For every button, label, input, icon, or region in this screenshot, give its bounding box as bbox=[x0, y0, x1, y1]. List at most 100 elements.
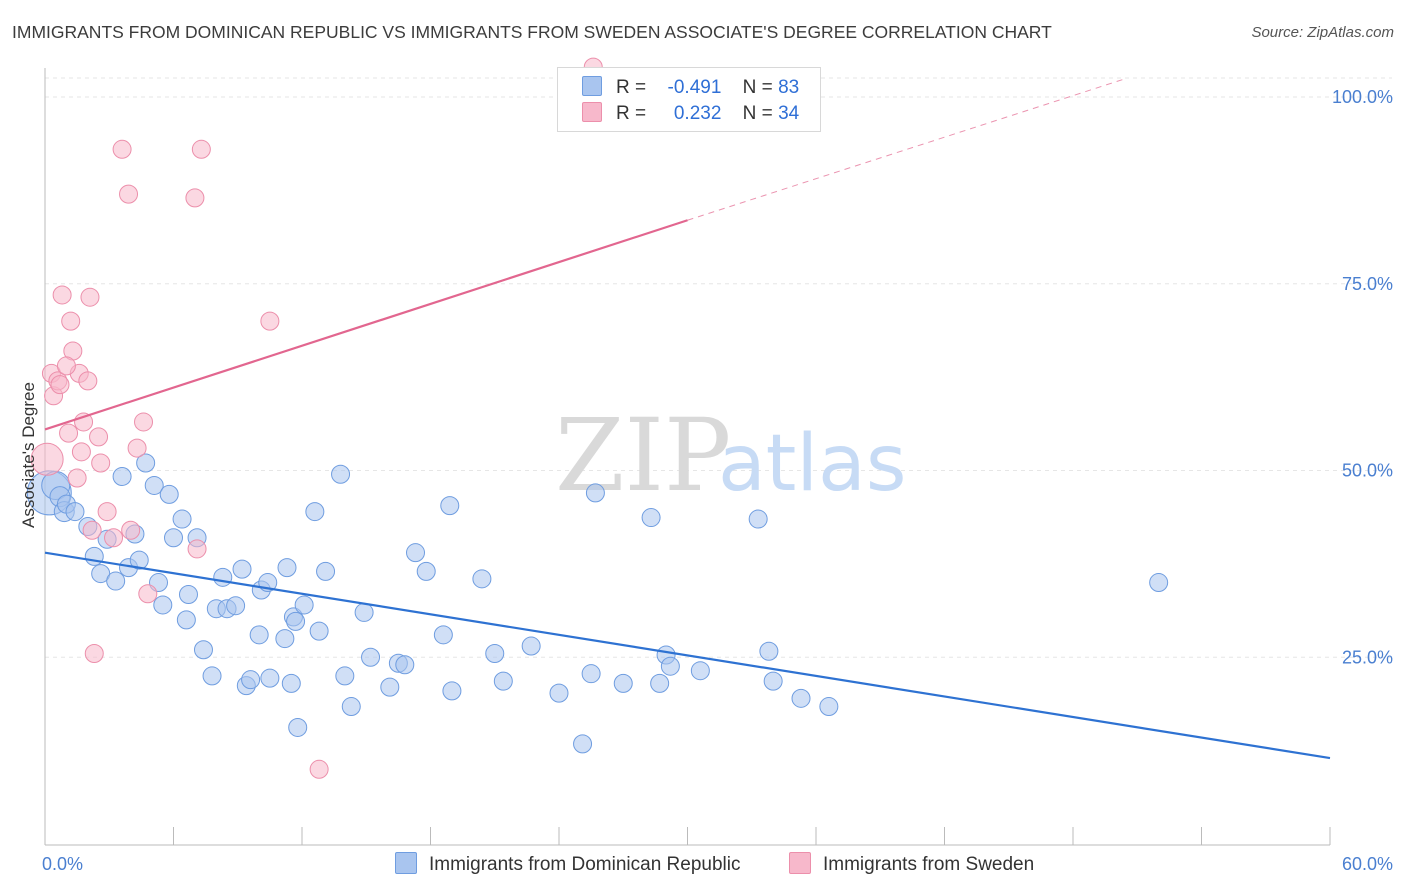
point-dominican bbox=[305, 502, 325, 522]
x-tick-label: 60.0% bbox=[1342, 854, 1393, 874]
point-dominican bbox=[472, 569, 492, 589]
stats-legend: R = -0.491 N = 83 R = 0.232 N = 34 bbox=[557, 67, 821, 132]
point-dominican bbox=[65, 502, 85, 522]
point-sweden bbox=[127, 438, 147, 458]
y-axis-label: Associate's Degree bbox=[19, 382, 38, 528]
point-sweden bbox=[97, 502, 117, 522]
stats-swatch-blue bbox=[582, 76, 602, 96]
source-credit: Source: ZipAtlas.com bbox=[1251, 24, 1394, 41]
point-sweden bbox=[112, 139, 132, 159]
point-dominican bbox=[641, 508, 661, 528]
point-dominican bbox=[136, 453, 156, 473]
point-dominican bbox=[819, 697, 839, 717]
stats-n-value: 83 bbox=[778, 77, 800, 98]
point-sweden bbox=[260, 311, 280, 331]
stats-n-label: N = bbox=[742, 103, 773, 124]
legend-item-sweden: Immigrants from Sweden bbox=[789, 852, 1034, 876]
point-dominican bbox=[153, 595, 173, 615]
legend-swatch-blue bbox=[395, 852, 417, 874]
stats-n-value: 34 bbox=[778, 103, 800, 124]
point-sweden bbox=[50, 375, 70, 395]
point-dominican bbox=[521, 636, 541, 656]
trend-line-sweden bbox=[44, 219, 688, 431]
trend-line-dominican bbox=[44, 551, 1331, 760]
point-dominican bbox=[440, 496, 460, 516]
point-dominican bbox=[275, 629, 295, 649]
point-dominican bbox=[193, 640, 213, 660]
point-dominican bbox=[277, 558, 297, 578]
point-sweden bbox=[309, 759, 329, 779]
stats-r-value: -0.491 bbox=[667, 77, 722, 98]
stats-r-label: R = bbox=[616, 77, 647, 98]
stats-row-sweden: R = 0.232 N = 34 bbox=[582, 102, 799, 128]
point-dominican bbox=[309, 621, 329, 641]
point-dominican bbox=[416, 561, 436, 581]
point-dominican bbox=[493, 671, 513, 691]
point-sweden bbox=[104, 528, 124, 548]
point-sweden bbox=[89, 427, 109, 447]
y-tick-label: 100.0% bbox=[1332, 87, 1393, 107]
point-dominican bbox=[380, 677, 400, 697]
watermark: ZIP atlas bbox=[555, 397, 907, 514]
point-sweden bbox=[59, 423, 79, 443]
watermark-zip: ZIP bbox=[555, 397, 731, 514]
point-dominican bbox=[442, 681, 462, 701]
point-sweden bbox=[78, 371, 98, 391]
point-dominican bbox=[213, 567, 233, 587]
point-dominican bbox=[406, 543, 426, 563]
point-dominican bbox=[91, 564, 111, 584]
point-sweden bbox=[91, 453, 111, 473]
point-dominican bbox=[433, 625, 453, 645]
legend-label-dominican: Immigrants from Dominican Republic bbox=[429, 854, 741, 875]
stats-row-dominican: R = -0.491 N = 83 bbox=[582, 76, 799, 102]
point-sweden bbox=[185, 188, 205, 208]
legend-item-dominican: Immigrants from Dominican Republic bbox=[395, 852, 741, 876]
point-dominican bbox=[690, 661, 710, 681]
point-dominican bbox=[573, 734, 593, 754]
point-dominican bbox=[361, 647, 381, 667]
point-dominican bbox=[748, 509, 768, 529]
point-sweden bbox=[187, 539, 207, 559]
point-dominican bbox=[159, 484, 179, 504]
point-dominican bbox=[164, 528, 183, 548]
point-dominican bbox=[763, 671, 783, 691]
stats-r-value: 0.232 bbox=[673, 103, 722, 124]
stats-swatch-pink bbox=[582, 102, 602, 122]
point-dominican bbox=[286, 611, 306, 631]
point-dominican bbox=[759, 641, 779, 661]
point-dominican bbox=[178, 585, 198, 605]
tick-labels: 25.0% 50.0% 75.0% 100.0% 0.0% 60.0% bbox=[42, 87, 1393, 874]
point-dominican bbox=[112, 466, 132, 486]
point-dominican bbox=[331, 464, 351, 484]
point-sweden bbox=[52, 285, 72, 305]
point-dominican bbox=[144, 475, 164, 495]
watermark-atlas: atlas bbox=[718, 419, 907, 509]
y-tick-label: 75.0% bbox=[1342, 274, 1393, 294]
point-sweden bbox=[67, 468, 87, 488]
point-dominican bbox=[172, 509, 192, 529]
point-dominican bbox=[260, 668, 280, 688]
point-sweden bbox=[80, 287, 100, 307]
point-sweden bbox=[82, 520, 102, 540]
point-sweden bbox=[71, 442, 91, 462]
point-dominican bbox=[581, 664, 601, 684]
point-sweden bbox=[134, 412, 154, 432]
x-tick-label: 0.0% bbox=[42, 854, 83, 874]
chart-title: IMMIGRANTS FROM DOMINICAN REPUBLIC VS IM… bbox=[12, 22, 1052, 42]
point-dominican bbox=[613, 673, 633, 693]
point-dominican bbox=[395, 655, 415, 675]
point-dominican bbox=[232, 559, 252, 579]
point-sweden bbox=[119, 184, 139, 204]
point-sweden bbox=[30, 442, 64, 476]
point-sweden bbox=[121, 520, 141, 540]
y-tick-label: 50.0% bbox=[1342, 461, 1393, 481]
point-dominican bbox=[84, 546, 104, 566]
legend-label-sweden: Immigrants from Sweden bbox=[823, 854, 1035, 875]
point-dominican bbox=[176, 610, 196, 630]
point-dominican bbox=[1149, 573, 1169, 593]
data-points bbox=[26, 57, 1169, 779]
point-dominican bbox=[660, 656, 680, 676]
point-dominican bbox=[316, 561, 336, 581]
point-sweden bbox=[61, 311, 81, 331]
